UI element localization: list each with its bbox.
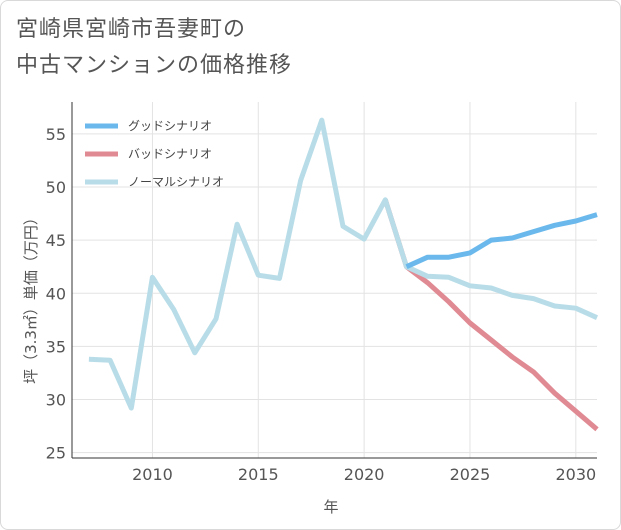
plot-area: [72, 102, 597, 458]
y-tick-label: 50: [46, 178, 66, 197]
x-axis-label: 年: [323, 498, 338, 516]
grid: [72, 102, 597, 458]
y-tick-label: 30: [46, 391, 66, 410]
legend-label: ノーマルシナリオ: [128, 175, 224, 189]
x-tick-label: 2025: [450, 465, 491, 484]
y-tick-label: 35: [46, 337, 66, 356]
y-tick-label: 40: [46, 284, 66, 303]
legend-label: バッドシナリオ: [128, 147, 212, 161]
x-tick-label: 2015: [238, 465, 279, 484]
title-line-1: 宮崎県宮崎市吾妻町の: [16, 17, 247, 42]
series-line-0: [405, 212, 598, 269]
axes: [71, 102, 597, 459]
series-line-1: [382, 199, 599, 432]
title-line-2: 中古マンションの価格推移: [16, 53, 293, 78]
x-tick-label: 2020: [344, 465, 385, 484]
series-line-2: [88, 117, 599, 411]
x-tick-label: 2010: [132, 465, 173, 484]
chart-title: 宮崎県宮崎市吾妻町の 中古マンションの価格推移: [16, 12, 292, 84]
y-axis-label: 坪（3.3㎡）単価（万円）: [22, 210, 40, 384]
y-tick-label: 55: [46, 125, 66, 144]
tick-labels: 25 30 35 40 45 50 55 2010 2015 2020 2025 2030: [46, 125, 597, 484]
series-lines: [88, 117, 599, 432]
x-tick-label: 2030: [555, 465, 596, 484]
y-tick-label: 25: [46, 444, 66, 463]
y-tick-label: 45: [46, 231, 66, 250]
legend-label: グッドシナリオ: [128, 119, 212, 133]
